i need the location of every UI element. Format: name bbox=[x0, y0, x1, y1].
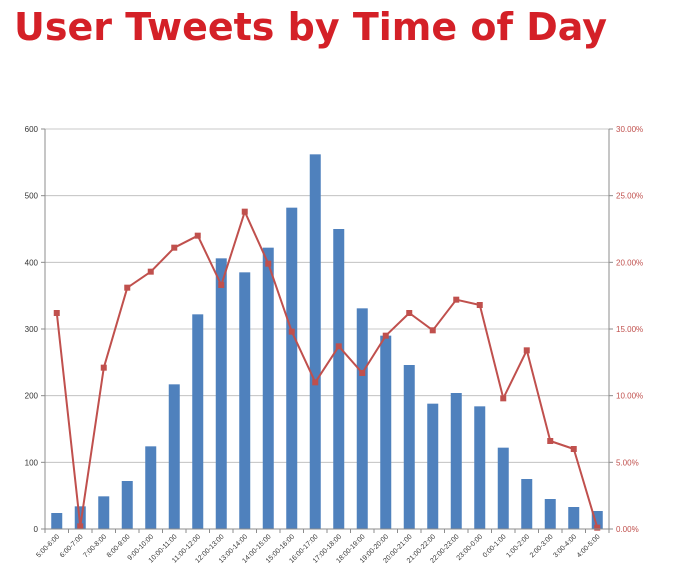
gridlines bbox=[45, 128, 609, 463]
x-tick-label: 3:00-4:00 bbox=[552, 533, 578, 559]
y-right-tick-label: 20.00% bbox=[616, 258, 643, 267]
line-marker bbox=[100, 364, 107, 371]
y-left-tick-label: 600 bbox=[25, 125, 39, 134]
line-marker bbox=[312, 379, 319, 386]
chart-title: User Tweets by Time of Day bbox=[14, 5, 608, 49]
bar bbox=[239, 272, 251, 529]
y-right-tick-label: 25.00% bbox=[616, 192, 643, 201]
y-right-tick-label: 0.00% bbox=[616, 525, 639, 534]
line-marker bbox=[335, 343, 342, 350]
line-marker bbox=[124, 284, 131, 291]
line-marker bbox=[500, 395, 507, 402]
x-tick-label: 1:00-2:00 bbox=[505, 533, 531, 559]
y-left-tick-label: 0 bbox=[34, 525, 39, 534]
line-marker bbox=[359, 370, 366, 376]
line-marker bbox=[265, 260, 272, 267]
bar-series bbox=[51, 154, 603, 530]
x-tick-label: 0:00-1:00 bbox=[482, 533, 508, 559]
y-right-tick-label: 10.00% bbox=[616, 392, 643, 401]
y-left-tick-label: 100 bbox=[25, 458, 39, 467]
line-marker bbox=[453, 296, 460, 303]
line-marker bbox=[171, 244, 178, 251]
line-marker bbox=[218, 282, 225, 288]
x-tick-label: 4:00-5:00 bbox=[576, 533, 602, 559]
bar bbox=[168, 384, 180, 529]
x-tick-label: 7:00-8:00 bbox=[82, 533, 108, 559]
bar bbox=[380, 335, 392, 529]
y-left-tick-label: 400 bbox=[25, 258, 39, 267]
line-marker bbox=[77, 523, 84, 530]
bar bbox=[51, 513, 63, 529]
line-series bbox=[53, 208, 601, 531]
line-marker bbox=[288, 328, 295, 335]
line-path bbox=[55, 210, 599, 528]
line-marker bbox=[53, 310, 60, 316]
y-right-tick-label: 15.00% bbox=[616, 325, 643, 334]
line-marker bbox=[429, 327, 436, 334]
y-right-tick-label: 30.00% bbox=[616, 125, 643, 134]
bar bbox=[497, 447, 509, 529]
line-marker bbox=[382, 332, 389, 339]
bar bbox=[521, 479, 533, 529]
y-left-tick-label: 500 bbox=[25, 192, 39, 201]
line-marker bbox=[547, 438, 554, 444]
bar bbox=[262, 247, 274, 529]
bar bbox=[591, 511, 603, 529]
bar bbox=[568, 507, 580, 529]
x-tick-label: 2:00-3:00 bbox=[529, 533, 555, 559]
bar bbox=[121, 481, 133, 529]
line-marker bbox=[194, 232, 201, 239]
bar bbox=[192, 314, 204, 529]
bar bbox=[544, 499, 556, 529]
y-left-tick-label: 300 bbox=[25, 325, 39, 334]
y-right-tick-label: 5.00% bbox=[616, 458, 639, 467]
bar bbox=[215, 258, 227, 529]
bar bbox=[474, 406, 486, 529]
bar bbox=[309, 154, 321, 530]
line-marker bbox=[406, 310, 413, 316]
axes bbox=[41, 128, 613, 533]
y-left-tick-label: 200 bbox=[25, 392, 39, 401]
line-marker bbox=[523, 347, 530, 354]
line-marker bbox=[147, 268, 154, 275]
line-marker bbox=[594, 524, 601, 531]
bar bbox=[98, 496, 110, 529]
bar bbox=[356, 308, 368, 529]
bar bbox=[450, 393, 462, 529]
line-marker bbox=[570, 446, 577, 452]
x-tick-label: 6:00-7:00 bbox=[59, 533, 85, 559]
bar bbox=[333, 229, 345, 529]
bar bbox=[145, 446, 157, 529]
bar bbox=[403, 365, 415, 529]
bar bbox=[286, 207, 298, 529]
x-tick-label: 5:00-6:00 bbox=[35, 533, 61, 559]
bar bbox=[427, 403, 439, 529]
line-marker bbox=[241, 208, 248, 215]
line-marker bbox=[476, 302, 483, 308]
